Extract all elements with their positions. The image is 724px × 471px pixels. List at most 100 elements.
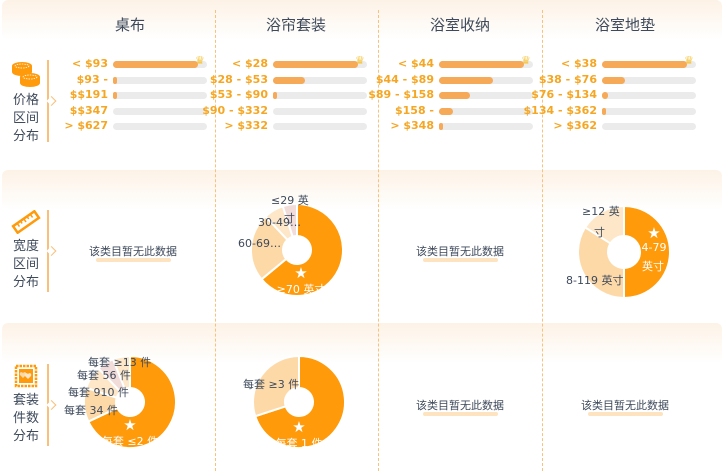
no-data-message: 该类目暂无此数据 <box>400 397 520 416</box>
price-range-label: $38 - $76 <box>538 73 597 86</box>
donut-slice <box>623 204 671 300</box>
donut-top-label: ★ 每套 1 件 <box>271 420 327 451</box>
width-row-label: 宽度 区间 分布 <box>6 209 46 292</box>
no-data-message: 该类目暂无此数据 <box>565 397 685 416</box>
price-bar-fill <box>602 108 606 115</box>
price-bar-fill <box>439 108 454 115</box>
price-bar-track <box>113 61 207 68</box>
no-data-message: 该类目暂无此数据 <box>400 243 520 262</box>
column-divider <box>215 10 216 471</box>
donut-label: ≤29 英 <box>271 194 309 207</box>
donut-slice <box>250 215 289 281</box>
no-data-text: 该类目暂无此数据 <box>581 399 669 412</box>
donut-label: 每套 ≥13 件 <box>88 356 152 369</box>
row-label-line: 区间 <box>12 257 39 272</box>
coins-icon <box>12 62 40 87</box>
price-range-label: $90 - $332 <box>202 104 268 117</box>
price-range-label: $89 - $158 <box>368 88 434 101</box>
price-bar-track <box>113 108 207 115</box>
price-range-label: < $44 <box>397 57 434 70</box>
price-bar-track <box>113 92 207 99</box>
price-row-label: 价格 区间 分布 <box>6 60 46 146</box>
donut-slice <box>253 354 346 449</box>
no-data-message: 该类目暂无此数据 <box>73 243 193 262</box>
price-range-label: $53 - $90 <box>209 88 268 101</box>
price-bar-fill <box>602 92 608 99</box>
price-bar-fill <box>273 61 358 68</box>
donut-label: 8-119 英寸 <box>566 274 624 287</box>
price-range-label: < $28 <box>231 57 268 70</box>
price-bar-track <box>439 92 533 99</box>
row-label-line: 区间 <box>12 111 39 126</box>
price-range-label: < $38 <box>560 57 597 70</box>
column-title: 桌布 <box>114 16 145 34</box>
price-range-label: > $362 <box>553 119 597 132</box>
price-bar-track <box>602 61 696 68</box>
price-range-label: $$191 <box>69 88 108 101</box>
row-label-line: 件数 <box>12 411 39 426</box>
donut-slice <box>583 204 625 245</box>
hearts-stamp-icon <box>14 364 38 388</box>
price-range-label: > $627 <box>64 119 108 132</box>
donut-label: 每套 56 件 <box>77 369 131 382</box>
star-icon: ★ <box>123 416 137 434</box>
price-range-label: $76 - $134 <box>531 88 597 101</box>
donut-label: 寸 <box>594 226 605 239</box>
donut-label: 60-69… <box>238 237 281 250</box>
row-label-line: 分布 <box>12 129 39 144</box>
donut-top-label: ★ 每套 ≤2 件 <box>101 416 159 449</box>
donut-label: 每套 ≥3 件 <box>243 378 300 391</box>
price-bar-fill <box>113 77 118 84</box>
crown-icon: ♛ <box>521 54 531 67</box>
price-bar-fill <box>273 92 277 99</box>
donut-label: 每套 910 件 <box>68 386 129 399</box>
row-label-line: 分布 <box>12 429 39 444</box>
row-bracket <box>47 60 55 142</box>
donut-slice <box>281 202 298 238</box>
crown-icon: ♛ <box>195 54 205 67</box>
donut-label: 30-49… <box>258 216 301 229</box>
width-row-band <box>2 170 722 210</box>
donut-label: 英寸 <box>642 260 664 273</box>
donut-label: ≥12 英 <box>582 205 620 218</box>
price-range-label: > $332 <box>224 119 268 132</box>
no-data-underline <box>422 258 498 262</box>
price-bar-fill <box>602 77 625 84</box>
star-icon: ★ <box>647 224 661 242</box>
price-bar-track <box>439 61 533 68</box>
column-title: 浴室收纳 <box>429 16 490 34</box>
no-data-text: 该类目暂无此数据 <box>416 245 504 258</box>
price-range-label: $158 - <box>394 104 434 117</box>
price-bar-track <box>273 92 367 99</box>
donut-top-label: ★ 4-79 <box>636 224 672 255</box>
price-bar-fill <box>439 77 494 84</box>
star-icon: ★ <box>294 264 308 282</box>
price-range-label: $44 - $89 <box>375 73 434 86</box>
price-bar-fill <box>602 61 687 68</box>
price-bar-track <box>602 77 696 84</box>
column-title: 浴室地垫 <box>594 16 655 34</box>
donut-slice <box>111 354 131 391</box>
price-range-label: $28 - $53 <box>209 73 268 86</box>
header-band <box>2 0 722 40</box>
price-bar-fill <box>439 92 471 99</box>
row-label-line: 价格 <box>12 93 39 108</box>
donut-slice <box>577 225 625 300</box>
no-data-underline <box>587 412 663 416</box>
column-divider <box>542 10 543 471</box>
price-bar-track <box>439 77 533 84</box>
price-range-label: > $348 <box>390 119 434 132</box>
donut-slice <box>260 202 344 297</box>
price-bar-fill <box>113 61 198 68</box>
crown-icon: ♛ <box>355 54 365 67</box>
donut-slice <box>87 354 177 449</box>
price-range-label: < $93 <box>71 57 108 70</box>
price-bar-track <box>602 123 696 130</box>
price-bar-track <box>113 123 207 130</box>
no-data-underline <box>95 258 171 262</box>
donut-label: 每套 34 件 <box>64 404 118 417</box>
row-label-line: 分布 <box>12 275 39 290</box>
